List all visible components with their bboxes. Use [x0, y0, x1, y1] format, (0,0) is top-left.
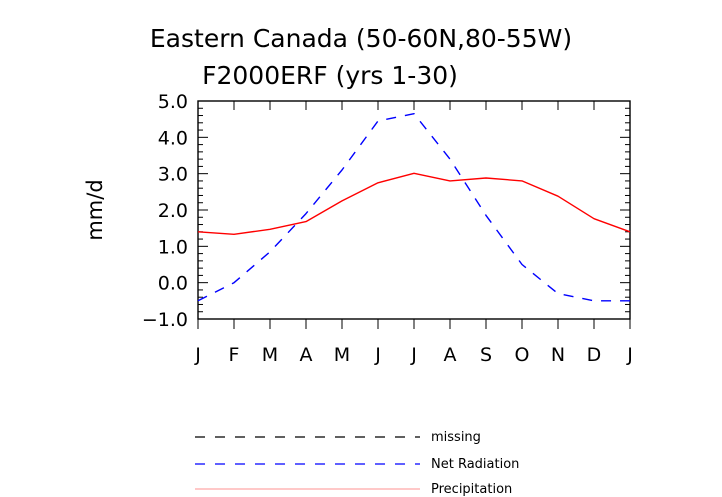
x-tick-label: J [374, 344, 381, 366]
legend-label: Net Radiation [431, 457, 519, 472]
y-tick-label: −1.0 [142, 309, 188, 331]
plot-frame [197, 100, 631, 320]
y-tick-label: 2.0 [158, 200, 188, 222]
plot-area: 5.04.03.02.01.00.0−1.0J F M A M J J A S O N D J [142, 91, 633, 366]
x-tick-label: N [551, 344, 565, 366]
y-tick-label: 4.0 [158, 127, 188, 149]
y-tick-label: 5.0 [158, 91, 188, 113]
legend-label: Precipitation [431, 482, 512, 497]
legend-label: missing [431, 430, 481, 445]
x-tick-label: A [444, 344, 457, 366]
chart-subtitle: F2000ERF (yrs 1-30) [202, 61, 458, 90]
x-tick-label: A [300, 344, 313, 366]
x-tick-label: J [626, 344, 633, 366]
y-tick-label: 1.0 [158, 236, 188, 258]
x-tick-label: F [229, 344, 240, 366]
x-tick-label: J [410, 344, 417, 366]
series-line-precipitation [197, 172, 631, 236]
series-line-net-radiation [197, 112, 630, 302]
x-tick-label: O [515, 344, 530, 366]
x-tick-label: D [587, 344, 602, 366]
x-tick-label: S [480, 344, 492, 366]
y-tick-label: 3.0 [158, 164, 188, 186]
chart-title: Eastern Canada (50-60N,80-55W) [150, 24, 572, 53]
y-tick-label: 0.0 [158, 273, 188, 295]
legend: missing Net Radiation Precipitation [195, 430, 519, 497]
y-axis-label: mm/d [83, 179, 107, 240]
x-tick-label: M [334, 344, 350, 366]
x-tick-label: J [194, 344, 201, 366]
x-tick-label: M [262, 344, 278, 366]
